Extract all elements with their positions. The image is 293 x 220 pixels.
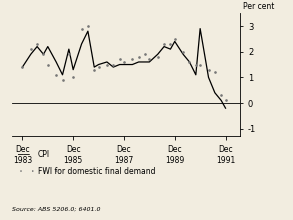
CPI xyxy=(148,61,151,63)
CPI xyxy=(93,66,96,68)
CPI xyxy=(156,53,159,56)
CPI xyxy=(181,53,185,56)
FWI for domestic final demand xyxy=(46,63,50,66)
FWI for domestic final demand xyxy=(122,61,126,63)
CPI xyxy=(207,76,210,79)
Text: Source: ABS 5206.0; 6401.0: Source: ABS 5206.0; 6401.0 xyxy=(12,206,100,211)
CPI xyxy=(67,48,71,50)
CPI xyxy=(71,68,75,71)
FWI for domestic final demand xyxy=(188,61,191,63)
Text: CPI: CPI xyxy=(38,150,50,158)
CPI xyxy=(198,27,202,30)
FWI for domestic final demand xyxy=(194,63,197,66)
CPI xyxy=(162,45,166,48)
FWI for domestic final demand xyxy=(162,43,166,45)
FWI for domestic final demand xyxy=(80,27,83,30)
FWI for domestic final demand xyxy=(93,68,96,71)
CPI xyxy=(35,45,39,48)
FWI for domestic final demand xyxy=(173,38,176,40)
CPI xyxy=(173,40,176,43)
FWI for domestic final demand xyxy=(61,79,64,81)
FWI for domestic final demand xyxy=(207,68,210,71)
FWI for domestic final demand xyxy=(148,58,151,61)
CPI xyxy=(169,48,172,50)
FWI for domestic final demand xyxy=(86,25,90,27)
CPI xyxy=(97,63,100,66)
CPI xyxy=(213,92,217,94)
Line: CPI: CPI xyxy=(22,29,226,108)
FWI for domestic final demand xyxy=(169,43,172,45)
CPI xyxy=(105,61,109,63)
CPI xyxy=(122,63,126,66)
CPI xyxy=(61,73,64,76)
FWI for domestic final demand xyxy=(224,99,227,102)
FWI for domestic final demand xyxy=(219,94,223,97)
FWI for domestic final demand xyxy=(143,53,147,56)
FWI for domestic final demand xyxy=(97,66,100,68)
CPI xyxy=(219,99,223,102)
FWI for domestic final demand xyxy=(71,76,75,79)
CPI xyxy=(137,61,140,63)
FWI for domestic final demand xyxy=(213,71,217,73)
Text: Per cent: Per cent xyxy=(243,2,274,11)
FWI for domestic final demand xyxy=(105,63,109,66)
FWI for domestic final demand xyxy=(118,58,121,61)
CPI xyxy=(143,61,147,63)
CPI xyxy=(80,43,83,45)
FWI for domestic final demand xyxy=(42,53,45,56)
CPI xyxy=(21,66,24,68)
FWI for domestic final demand xyxy=(29,48,33,50)
CPI xyxy=(29,53,33,56)
CPI xyxy=(188,61,191,63)
CPI xyxy=(131,63,134,66)
Text: FWI for domestic final demand: FWI for domestic final demand xyxy=(38,167,156,176)
CPI xyxy=(54,61,58,63)
FWI for domestic final demand xyxy=(181,50,185,53)
FWI for domestic final demand xyxy=(112,63,115,66)
FWI for domestic final demand xyxy=(54,73,58,76)
CPI xyxy=(194,73,197,76)
CPI xyxy=(86,30,90,33)
FWI for domestic final demand xyxy=(35,43,39,45)
FWI for domestic final demand xyxy=(137,55,140,58)
FWI for domestic final demand xyxy=(21,66,24,68)
CPI xyxy=(224,107,227,110)
CPI xyxy=(112,66,115,68)
Text: · · · ·: · · · · xyxy=(18,167,59,177)
CPI xyxy=(118,63,121,66)
FWI for domestic final demand xyxy=(156,55,159,58)
Text: ——: —— xyxy=(18,149,29,159)
CPI xyxy=(42,53,45,56)
FWI for domestic final demand xyxy=(67,53,71,56)
Line: FWI for domestic final demand: FWI for domestic final demand xyxy=(21,25,227,102)
FWI for domestic final demand xyxy=(131,58,134,61)
CPI xyxy=(46,45,50,48)
FWI for domestic final demand xyxy=(198,63,202,66)
